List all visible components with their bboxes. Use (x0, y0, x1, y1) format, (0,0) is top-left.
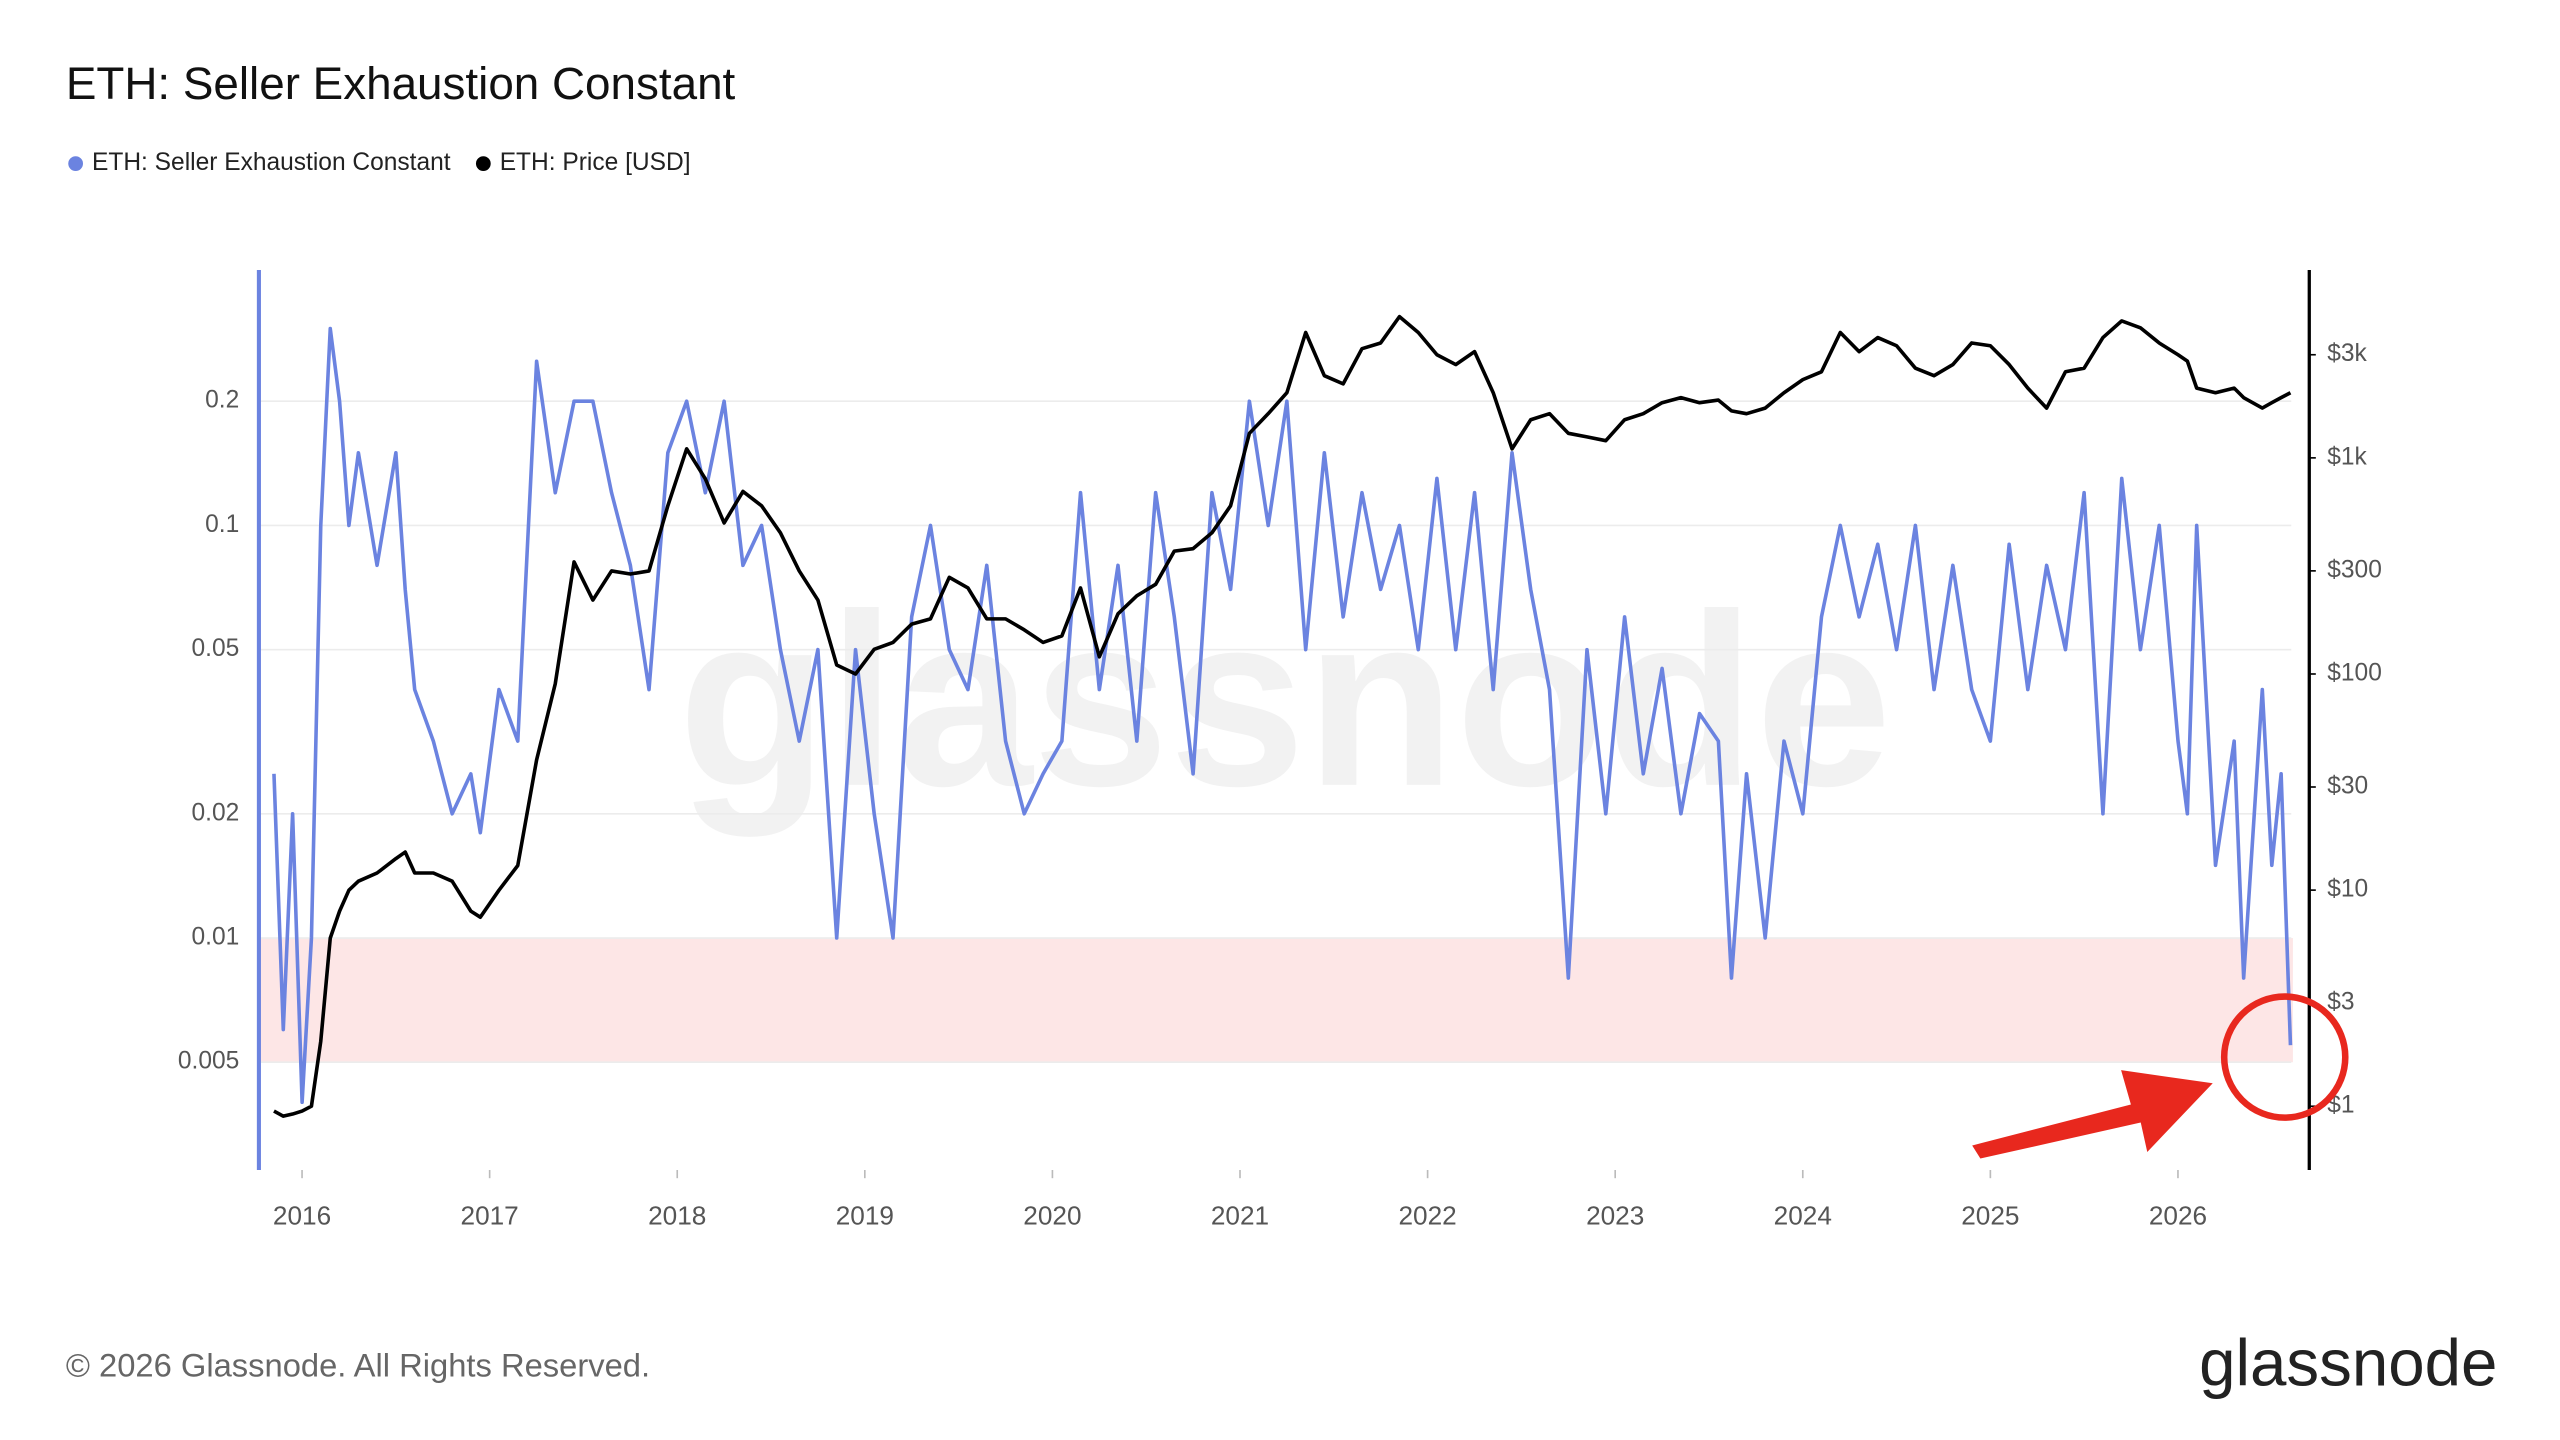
logo: glassnode (2199, 1326, 2497, 1399)
y2-tick-label: $300 (2327, 556, 2382, 583)
chart-title: ETH: Seller Exhaustion Constant (66, 58, 736, 109)
series-line (273, 314, 2292, 1118)
series-line (272, 326, 2293, 1105)
footer: © 2026 Glassnode. All Rights Reserved. (66, 1347, 650, 1384)
y2-tick-label: $100 (2327, 659, 2382, 686)
y-tick-label: 0.05 (192, 635, 240, 662)
x-tick-label: 2017 (461, 1200, 519, 1230)
y2-tick-label: $1k (2327, 443, 2367, 470)
plot-area: 0.0050.010.020.050.10.2$1$3$10$30$100$30… (178, 270, 2382, 1230)
x-tick-label: 2026 (2149, 1200, 2207, 1230)
x-tick-label: 2021 (1211, 1200, 1269, 1230)
x-tick-label: 2024 (1774, 1200, 1832, 1230)
y2-tick-label: $30 (2327, 772, 2368, 799)
y2-tick-label: $3 (2327, 989, 2354, 1016)
y-tick-label: 0.01 (192, 924, 240, 951)
x-tick-label: 2020 (1023, 1200, 1081, 1230)
x-tick-label: 2019 (836, 1200, 894, 1230)
y-tick-label: 0.1 (205, 511, 239, 538)
legend-label: ETH: Seller Exhaustion Constant (92, 149, 451, 176)
x-tick-label: 2025 (1961, 1200, 2019, 1230)
y2-tick-label: $3k (2327, 340, 2367, 367)
x-tick-label: 2023 (1586, 1200, 1644, 1230)
y-tick-label: 0.02 (192, 799, 240, 826)
legend-marker (475, 156, 491, 171)
y2-tick-label: $10 (2327, 876, 2368, 903)
y-tick-label: 0.005 (178, 1048, 239, 1075)
watermark: glassnode (678, 564, 1892, 838)
y-tick-label: 0.2 (205, 387, 239, 414)
annotation-circle (2220, 993, 2349, 1121)
highlight-band (260, 938, 2293, 1063)
legend: ETH: Seller Exhaustion Constant ETH: Pric… (68, 149, 691, 176)
x-tick-label: 2016 (273, 1200, 331, 1230)
legend-marker (68, 156, 83, 171)
legend-label: ETH: Price [USD] (500, 149, 691, 176)
x-tick-label: 2022 (1398, 1200, 1456, 1230)
x-tick-label: 2018 (648, 1200, 706, 1230)
annotation-arrow (1972, 1070, 2213, 1159)
